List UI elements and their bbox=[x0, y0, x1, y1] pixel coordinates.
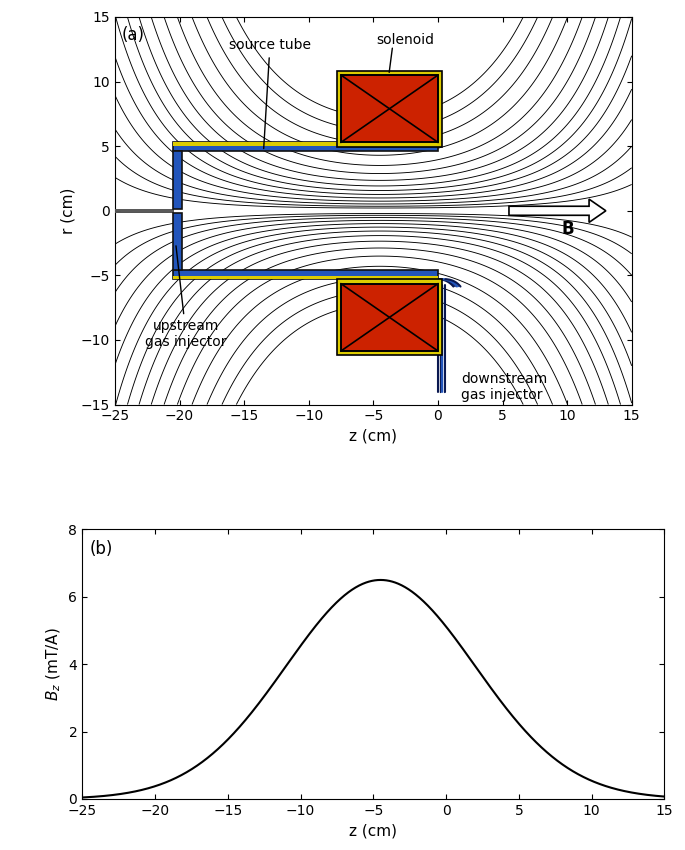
Text: $\mathbf{B}$: $\mathbf{B}$ bbox=[560, 220, 574, 238]
X-axis label: z (cm): z (cm) bbox=[349, 429, 397, 444]
X-axis label: z (cm): z (cm) bbox=[349, 824, 397, 838]
Bar bbox=[173, 212, 182, 270]
FancyArrow shape bbox=[509, 199, 606, 223]
Bar bbox=[173, 142, 438, 151]
Bar bbox=[336, 280, 443, 355]
Bar bbox=[173, 142, 438, 145]
Y-axis label: r (cm): r (cm) bbox=[60, 188, 75, 234]
Text: (b): (b) bbox=[90, 540, 113, 558]
Bar bbox=[341, 75, 438, 142]
Bar bbox=[173, 276, 438, 280]
Text: (a): (a) bbox=[121, 26, 145, 44]
Bar bbox=[336, 71, 443, 147]
Text: source tube: source tube bbox=[229, 38, 311, 149]
Text: downstream
gas injector: downstream gas injector bbox=[461, 372, 547, 402]
Bar bbox=[173, 270, 438, 280]
Text: solenoid: solenoid bbox=[377, 33, 434, 48]
Bar bbox=[173, 151, 182, 209]
Text: upstream
gas injector: upstream gas injector bbox=[145, 246, 227, 349]
Bar bbox=[341, 284, 438, 351]
Bar bbox=[341, 284, 438, 351]
Y-axis label: $B_z$ (mT/A): $B_z$ (mT/A) bbox=[45, 627, 63, 701]
Bar bbox=[341, 75, 438, 142]
